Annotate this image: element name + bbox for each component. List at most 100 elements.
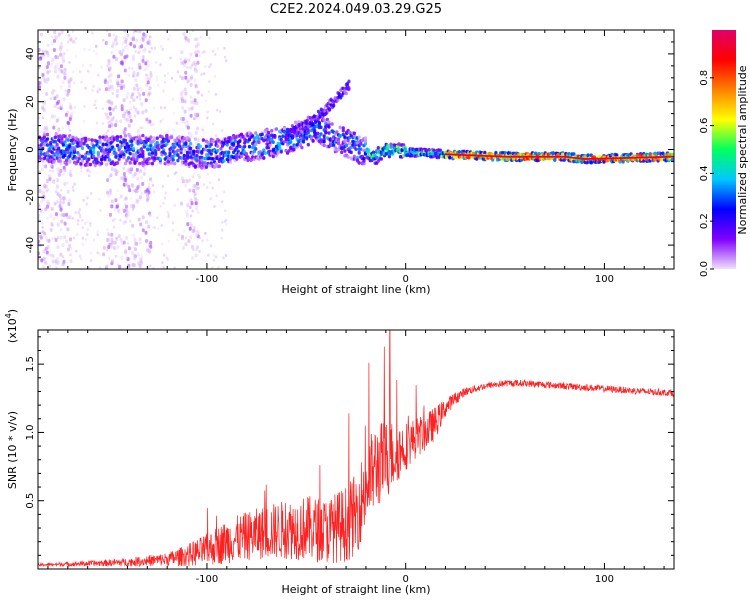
spectrogram-cell xyxy=(131,185,135,189)
spectrogram-cell xyxy=(114,155,118,159)
spectrogram-cell xyxy=(38,48,41,52)
spectrogram-cell xyxy=(53,178,56,182)
spectrogram-cell xyxy=(139,97,142,101)
spectrogram-cell xyxy=(66,150,70,155)
spectrogram-cell xyxy=(194,197,198,202)
spectrogram-cell xyxy=(332,104,336,108)
spectrogram-cell xyxy=(133,237,137,242)
spectrogram-cell xyxy=(73,105,76,109)
spectrogram-cell xyxy=(135,95,139,99)
spectrogram-cell xyxy=(109,66,112,70)
spectrogram-cell xyxy=(191,184,195,189)
spectrogram-cell xyxy=(195,153,199,158)
spectrogram-cell xyxy=(167,239,170,243)
spectrogram-cell xyxy=(45,137,50,141)
spectrogram-cell xyxy=(137,51,140,55)
spectrogram-cell xyxy=(49,227,53,232)
spectrogram-cell xyxy=(105,112,108,117)
spectrogram-cell xyxy=(116,189,119,192)
spectrogram-cell xyxy=(115,138,120,143)
spectrogram-cell xyxy=(93,103,96,107)
spectrogram-cell xyxy=(107,60,111,65)
spectrogram-cell xyxy=(324,130,328,135)
spectrogram-cell xyxy=(166,258,169,261)
spectrogram-cell xyxy=(61,126,64,130)
spectrogram-cell xyxy=(91,31,94,35)
spectrogram-cell xyxy=(176,238,179,242)
snr-panel: -100 0 100 0.5 1.0 1.5 Height of straight lin… xyxy=(4,309,675,596)
spectrogram-cell xyxy=(43,184,47,189)
spectrogram-cell xyxy=(72,70,75,74)
spectrogram-cell xyxy=(63,153,67,158)
spectrogram-cell xyxy=(123,127,127,132)
spectrogram-cell xyxy=(135,198,138,202)
spectrogram-cell xyxy=(142,126,145,130)
spectrogram-cell xyxy=(38,239,41,244)
spectrogram-cell xyxy=(203,72,206,76)
spectrogram-cell xyxy=(122,129,125,133)
spectrogram-cell xyxy=(122,172,126,176)
spectrogram-cell xyxy=(47,61,51,66)
spectrogram-cell xyxy=(162,201,165,205)
spectrogram-cell xyxy=(90,138,94,142)
spectrogram-cell xyxy=(136,163,139,167)
spectrogram-cell xyxy=(183,87,187,92)
spectrogram-cell xyxy=(111,259,114,264)
spectrogram-cell xyxy=(39,208,43,213)
spectrogram-cell xyxy=(68,129,72,132)
spectrogram-cell xyxy=(212,165,217,169)
spectrogram-cell xyxy=(141,149,145,154)
spectrogram-cell xyxy=(363,136,368,140)
spectrogram-cell xyxy=(108,33,111,37)
spectrogram-cell xyxy=(139,195,143,200)
spectrogram-cell xyxy=(336,137,341,142)
spectrogram-cell xyxy=(52,48,56,52)
spectrogram-cell xyxy=(171,154,175,159)
spectrogram-cell xyxy=(40,230,44,235)
spectrogram-cell xyxy=(174,171,178,175)
spectrogram-cell xyxy=(131,93,134,97)
spectrogram-cell xyxy=(201,128,204,132)
spectrogram-cell xyxy=(190,106,194,111)
spectrogram-cell xyxy=(193,164,197,168)
spectrogram-cell xyxy=(307,124,311,128)
spectrogram-cell xyxy=(46,253,49,257)
spectrogram-cell xyxy=(190,100,193,104)
spectrogram-cell xyxy=(41,163,45,168)
spectrogram-cell xyxy=(69,105,72,108)
spectrogram-cell xyxy=(56,245,60,249)
spectrogram-cell xyxy=(359,142,363,146)
spectrogram-cell xyxy=(66,40,70,44)
spectrogram-cell xyxy=(305,118,309,123)
spectrogram-cell xyxy=(69,259,73,264)
spectrogram-cell xyxy=(55,156,59,160)
spectrogram-cell xyxy=(45,150,50,155)
spectrogram-cell xyxy=(141,161,145,165)
spectrogram-cell xyxy=(189,141,193,146)
spectrogram-cell xyxy=(180,201,183,206)
spectrogram-cell xyxy=(225,143,229,147)
spectrogram-cell xyxy=(139,222,143,227)
spectrogram-cell xyxy=(45,132,50,137)
spectrogram-cell xyxy=(126,33,130,38)
spectrogram-cell xyxy=(186,222,190,227)
spectrogram-cell xyxy=(190,74,194,78)
spectrogram-cell xyxy=(50,114,54,119)
spectrogram-cell xyxy=(64,112,68,117)
spectrogram-cell xyxy=(111,240,114,245)
spectrogram-cell xyxy=(63,182,67,186)
spectrogram-cell xyxy=(114,172,118,177)
spectrogram-cell xyxy=(59,168,63,173)
spectrogram-cell xyxy=(193,137,197,141)
spectrogram-cell xyxy=(89,251,92,255)
spectrogram-cell xyxy=(125,95,129,100)
spectrogram-cell xyxy=(270,129,274,133)
spectrogram-cell xyxy=(120,176,124,181)
spectrogram-cell xyxy=(126,257,130,262)
spectrogram-cell xyxy=(214,134,218,138)
spectrogram-cell xyxy=(155,163,159,167)
spectrogram-cell xyxy=(155,75,159,79)
spectrogram-cell xyxy=(371,150,376,155)
snr-multiplier-exponent: 4 xyxy=(4,313,13,318)
spectrogram-cell xyxy=(146,193,149,198)
